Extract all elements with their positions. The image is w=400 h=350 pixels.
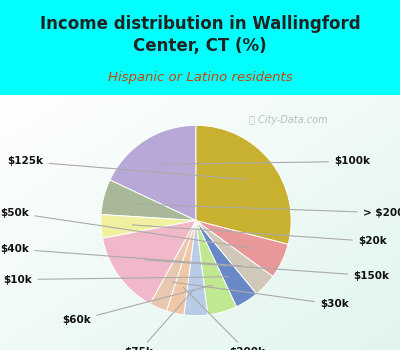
Wedge shape [101,180,196,220]
Wedge shape [196,220,288,276]
Text: $60k: $60k [62,285,212,326]
Text: $10k: $10k [4,274,229,285]
Text: ⓘ City-Data.com: ⓘ City-Data.com [249,115,328,125]
Text: $75k: $75k [124,289,194,350]
Wedge shape [196,220,273,294]
Wedge shape [102,220,196,304]
Text: $30k: $30k [172,282,348,309]
Wedge shape [196,125,291,244]
Text: $50k: $50k [1,208,254,248]
Text: $125k: $125k [8,156,246,180]
Wedge shape [150,220,196,311]
Wedge shape [166,220,196,315]
Text: $150k: $150k [145,260,389,281]
Wedge shape [101,215,196,238]
Text: $200k: $200k [184,287,265,350]
Text: > $200k: > $200k [134,204,400,218]
Wedge shape [184,220,208,316]
Wedge shape [110,125,196,220]
Wedge shape [196,220,236,315]
Wedge shape [196,220,257,307]
Text: $100k: $100k [163,156,370,167]
Text: $20k: $20k [132,225,386,246]
Text: Hispanic or Latino residents: Hispanic or Latino residents [108,71,292,84]
Text: Income distribution in Wallingford
Center, CT (%): Income distribution in Wallingford Cente… [40,15,360,55]
Text: $40k: $40k [0,244,242,266]
